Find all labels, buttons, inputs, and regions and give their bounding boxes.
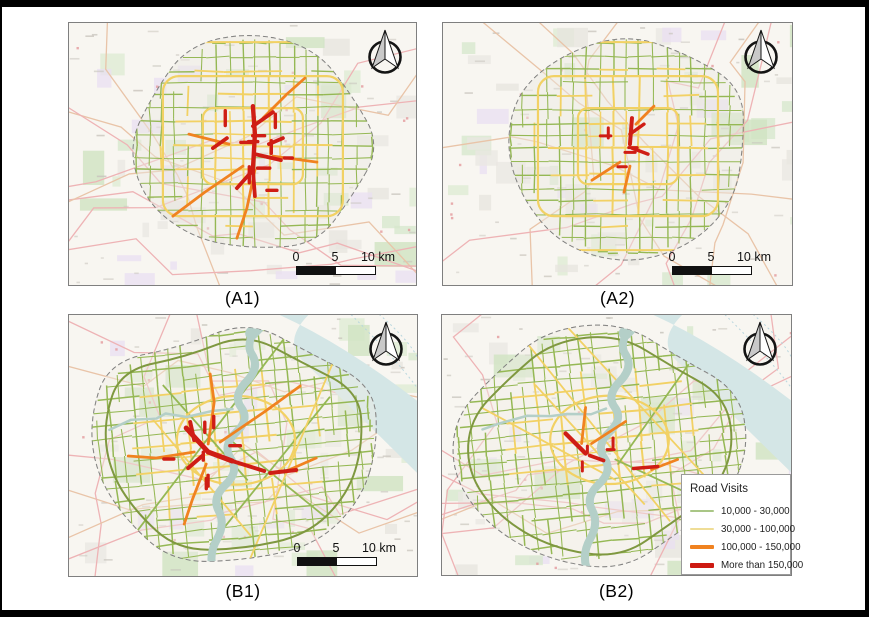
map-panel-b1: 0 5 10 km [68, 314, 418, 577]
legend-item: More than 150,000 [682, 556, 803, 574]
scalebar-bar [296, 266, 376, 275]
legend-label: 30,000 - 100,000 [721, 523, 796, 535]
scalebar-label-start: 0 [668, 250, 676, 264]
map-canvas-a1 [69, 23, 416, 285]
legend-item: 30,000 - 100,000 [682, 520, 795, 538]
scalebar: 0 5 10 km [291, 541, 403, 570]
legend-item: 10,000 - 30,000 [682, 502, 790, 520]
panel-caption-b1: (B1) [225, 581, 261, 601]
scalebar-label-middle: 5 [707, 250, 715, 264]
scalebar-label-middle: 5 [332, 541, 340, 555]
scalebar-label-middle: 5 [331, 250, 339, 264]
scalebar-label-end: 10 km [361, 541, 397, 555]
north-arrow-icon [744, 29, 778, 74]
legend-swatch-red [690, 562, 714, 568]
scalebar-label-end: 10 km [736, 250, 772, 264]
north-arrow-icon [368, 29, 402, 74]
scalebar-label-end: 10 km [360, 250, 396, 264]
panel-caption-b2: (B2) [598, 581, 635, 601]
map-panel-a1: 0 5 10 km [68, 22, 417, 286]
map-panel-a2: 0 5 10 km [442, 22, 793, 286]
scalebar: 0 5 10 km [290, 250, 402, 279]
scalebar-label-start: 0 [293, 541, 301, 555]
scalebar-bar [672, 266, 752, 275]
legend-label: More than 150,000 [721, 559, 804, 571]
map-canvas-b1 [69, 315, 417, 576]
panel-caption-a1: (A1) [224, 288, 261, 308]
legend-label: 10,000 - 30,000 [721, 505, 790, 517]
legend-swatch-orange [690, 545, 714, 549]
scalebar-bar [297, 557, 377, 566]
legend-title: Road Visits [690, 483, 748, 495]
legend-road-visits: Road Visits 10,000 - 30,000 30,000 - 100… [681, 474, 803, 575]
map-panel-b2: Road Visits 10,000 - 30,000 30,000 - 100… [441, 314, 803, 576]
legend-item: 100,000 - 150,000 [682, 538, 801, 556]
legend-swatch-green [690, 510, 714, 512]
legend-label: 100,000 - 150,000 [721, 541, 801, 553]
scalebar-label-start: 0 [292, 250, 300, 264]
north-arrow-icon [369, 321, 403, 366]
panel-caption-a2: (A2) [599, 288, 636, 308]
scalebar: 0 5 10 km [666, 250, 778, 279]
north-arrow-icon [743, 321, 777, 366]
legend-swatch-yellow [690, 527, 714, 531]
map-canvas-a2 [443, 23, 792, 285]
